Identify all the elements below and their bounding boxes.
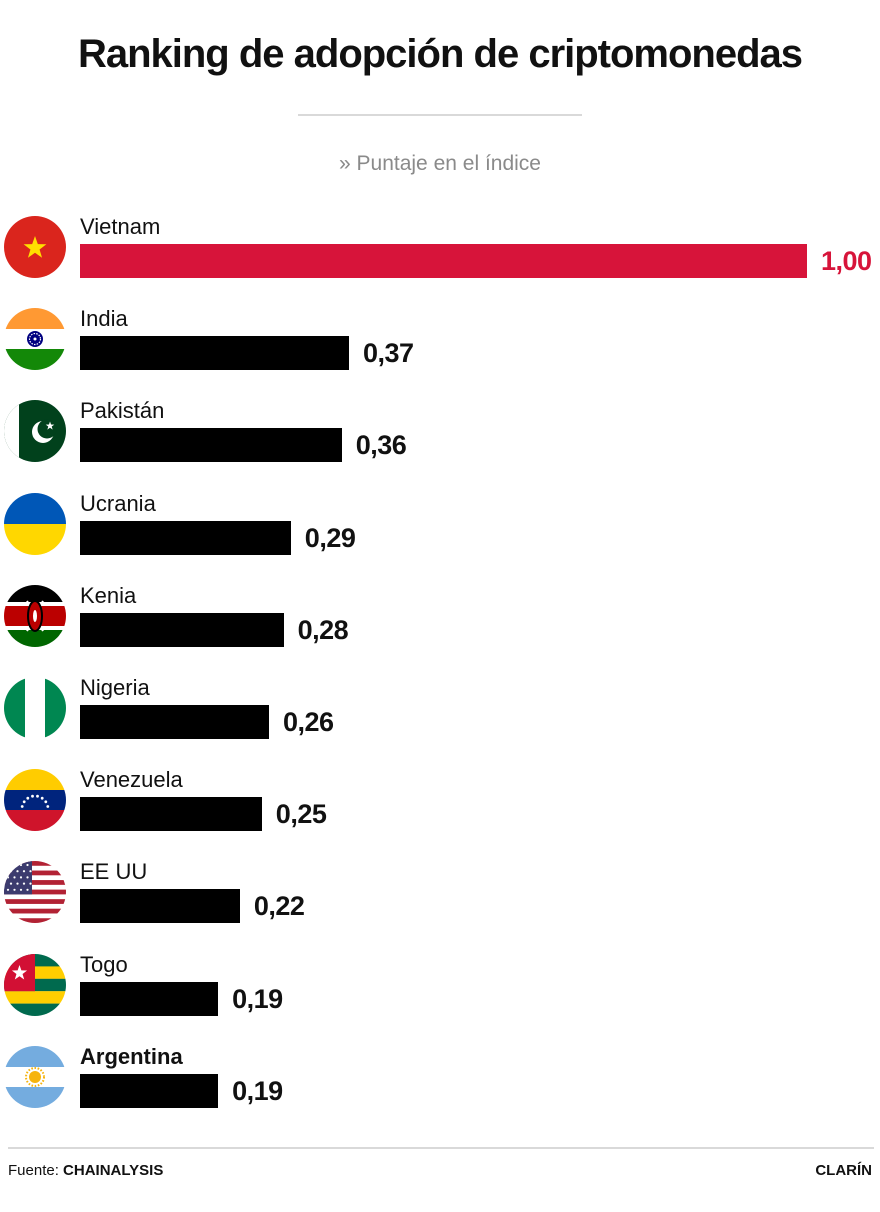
category-label: Argentina <box>80 1043 183 1069</box>
bar <box>80 520 291 555</box>
source-prefix: Fuente: <box>8 1162 59 1179</box>
kenya-flag-icon <box>4 584 66 647</box>
usa-flag-icon <box>4 861 66 924</box>
brand-logo-text: CLARÍN <box>815 1162 872 1179</box>
value-label: 0,29 <box>304 522 356 553</box>
vietnam-flag-icon <box>4 216 66 278</box>
bar <box>80 244 807 278</box>
pakistan-flag-icon <box>4 400 66 463</box>
category-label: Vietnam <box>80 214 161 239</box>
bar <box>80 705 269 739</box>
value-label: 0,28 <box>297 614 349 645</box>
value-label: 0,25 <box>275 799 327 830</box>
value-label: 0,37 <box>363 338 414 369</box>
category-label: India <box>80 306 128 332</box>
argentina-flag-icon <box>4 1045 66 1108</box>
chart-row: Venezuela 0,25 <box>0 767 880 859</box>
venezuela-flag-icon <box>4 769 66 832</box>
chart-row: Nigeria 0,26 <box>0 675 880 767</box>
value-label: 0,26 <box>283 707 334 737</box>
source-name: CHAINALYSIS <box>63 1162 164 1179</box>
value-label: 0,19 <box>232 1075 283 1106</box>
bar <box>80 981 219 1016</box>
title-divider <box>298 114 582 116</box>
chart-subtitle: » Puntaje en el índice <box>339 152 541 175</box>
value-label: 0,36 <box>355 430 407 461</box>
nigeria-flag-icon <box>4 677 66 739</box>
bar <box>80 1073 219 1108</box>
category-label: EE UU <box>80 859 148 885</box>
bar <box>80 889 240 924</box>
category-label: Togo <box>80 951 128 977</box>
bar <box>80 428 342 463</box>
footer-divider <box>8 1147 874 1149</box>
bar <box>80 336 349 371</box>
source-credit: Fuente: CHAINALYSIS <box>8 1162 163 1179</box>
category-label: Ucrania <box>80 490 156 516</box>
category-label: Venezuela <box>80 767 183 793</box>
chart-row: Kenia 0,28 <box>0 583 880 675</box>
chart-row: India 0,37 <box>0 306 880 398</box>
value-label: 1,00 <box>821 246 872 276</box>
bar <box>80 797 262 832</box>
category-label: Nigeria <box>80 675 150 700</box>
value-label: 0,22 <box>253 891 305 922</box>
category-label: Pakistán <box>80 398 165 424</box>
chart-row: Ucrania 0,29 <box>0 491 880 583</box>
chart-row: Argentina 0,19 <box>0 1044 880 1136</box>
value-label: 0,19 <box>232 983 283 1014</box>
chart-title: Ranking de adopción de criptomonedas <box>77 32 803 76</box>
category-label: Kenia <box>80 582 137 608</box>
chart-row: Pakistán 0,36 <box>0 398 880 490</box>
india-flag-icon <box>4 308 66 371</box>
chart-row: Togo 0,19 <box>0 952 880 1044</box>
bar <box>80 612 284 647</box>
ukraine-flag-icon <box>4 492 66 555</box>
chart-row: EE UU 0,22 <box>0 859 880 951</box>
togo-flag-icon <box>4 953 66 1016</box>
chart-row: Vietnam 1,00 <box>0 214 880 306</box>
